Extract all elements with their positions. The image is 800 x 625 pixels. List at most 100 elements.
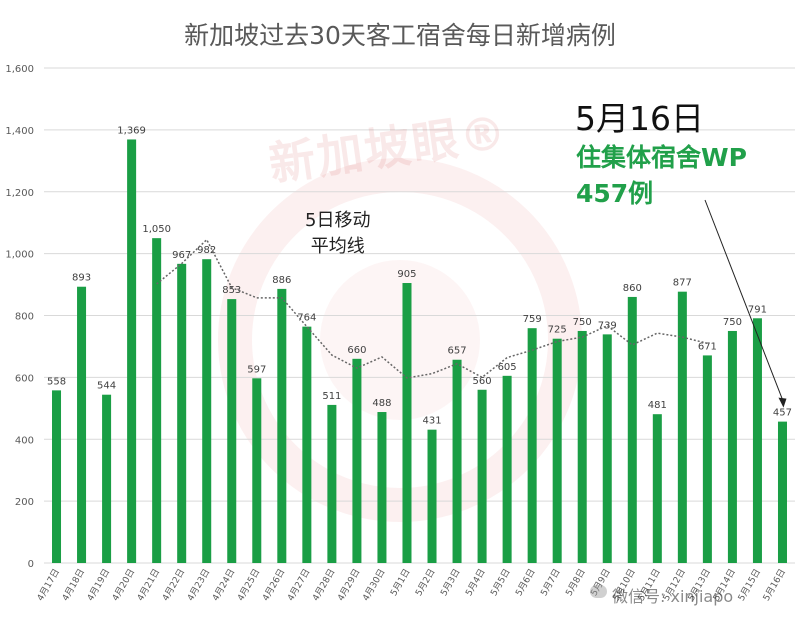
- data-label: 886: [272, 275, 291, 286]
- data-label: 877: [673, 278, 692, 289]
- bar: [677, 291, 687, 563]
- bar: [577, 330, 587, 563]
- x-tick-label: 5月1日: [388, 567, 412, 598]
- data-label: 481: [648, 400, 667, 411]
- x-tick-label: 5月8日: [564, 567, 588, 598]
- y-tick-label: 400: [15, 435, 34, 446]
- y-tick-label: 200: [15, 497, 34, 508]
- data-label: 893: [72, 273, 91, 284]
- x-tick-label: 4月23日: [185, 567, 212, 603]
- bar: [452, 359, 462, 563]
- data-label: 750: [573, 317, 592, 328]
- x-tick-label: 4月29日: [335, 567, 362, 603]
- x-tick-label: 5月3日: [438, 567, 462, 598]
- bar: [402, 283, 412, 563]
- bar: [777, 421, 787, 563]
- data-label: 982: [197, 245, 216, 256]
- data-label: 488: [372, 398, 391, 409]
- bar: [352, 358, 362, 563]
- bar: [702, 355, 712, 563]
- data-label: 905: [397, 269, 416, 280]
- bar: [752, 318, 762, 563]
- bar: [427, 429, 437, 563]
- data-label: 597: [247, 364, 266, 375]
- data-label: 511: [322, 391, 341, 402]
- bar: [52, 390, 62, 563]
- data-label: 660: [347, 345, 366, 356]
- annotation-date: 5月16日: [575, 99, 704, 138]
- data-label: 457: [773, 408, 792, 419]
- annotation-line-1: 住集体宿舍WP: [576, 143, 747, 172]
- annotation-arrowhead: [778, 397, 787, 408]
- x-tick-label: 4月28日: [310, 567, 337, 603]
- x-tick-label: 5月5日: [488, 567, 512, 598]
- moving-average-label: 5日移动平均线: [305, 208, 370, 260]
- annotation-arrow-line: [704, 199, 783, 400]
- data-label: 671: [698, 341, 717, 352]
- x-tick-label: 4月30日: [360, 567, 387, 603]
- x-tick-label: 5月6日: [513, 567, 537, 598]
- bar: [627, 296, 637, 563]
- y-tick-label: 600: [15, 373, 34, 384]
- data-label: 725: [548, 325, 567, 336]
- data-label: 560: [473, 376, 492, 387]
- y-tick-label: 1,600: [5, 64, 34, 75]
- bar: [327, 404, 337, 563]
- bar: [152, 238, 162, 563]
- bar: [77, 286, 87, 563]
- bar: [227, 299, 237, 563]
- data-label: 544: [97, 381, 116, 392]
- x-tick-label: 4月19日: [85, 567, 112, 603]
- y-tick-label: 1,400: [5, 126, 34, 137]
- bar: [277, 288, 287, 563]
- data-label: 558: [47, 376, 66, 387]
- data-label: 791: [748, 304, 767, 315]
- data-label: 739: [598, 320, 617, 331]
- x-tick-label: 4月20日: [110, 567, 137, 603]
- bar: [102, 394, 112, 563]
- x-tick-label: 5月4日: [463, 567, 487, 598]
- x-tick-label: 4月25日: [235, 567, 262, 603]
- data-label: 431: [422, 416, 441, 427]
- moving-average-label-line: 5日移动: [305, 210, 371, 231]
- y-tick-label: 800: [15, 312, 34, 323]
- data-label: 967: [172, 250, 191, 261]
- x-tick-label: 4月27日: [285, 567, 312, 603]
- moving-average-label-line: 平均线: [310, 236, 365, 257]
- data-label: 750: [723, 317, 742, 328]
- wechat-icon: [590, 585, 607, 598]
- bar: [202, 259, 212, 563]
- data-label: 860: [623, 283, 642, 294]
- bar: [727, 330, 737, 563]
- bar: [252, 378, 262, 563]
- x-tick-label: 4月18日: [60, 567, 87, 603]
- bar: [477, 389, 487, 563]
- y-tick-label: 1,000: [5, 250, 34, 261]
- x-tick-label: 4月22日: [160, 567, 187, 603]
- y-tick-label: 1,200: [5, 188, 34, 199]
- bar: [377, 412, 387, 563]
- bar: [652, 414, 662, 563]
- annotation-text: 住集体宿舍WP 457例: [576, 140, 747, 212]
- x-tick-label: 5月7日: [539, 567, 563, 598]
- x-tick-label: 4月24日: [210, 567, 237, 603]
- data-label: 1,050: [142, 224, 171, 235]
- bar: [502, 375, 512, 563]
- x-tick-label: 5月15日: [736, 567, 763, 603]
- bar: [302, 326, 312, 563]
- data-label: 1,369: [117, 125, 146, 136]
- bar: [602, 334, 612, 563]
- data-label: 764: [297, 313, 316, 324]
- bar: [127, 139, 137, 563]
- data-label: 605: [498, 362, 517, 373]
- data-label: 853: [222, 285, 241, 296]
- x-tick-label: 4月26日: [260, 567, 287, 603]
- y-tick-label: 0: [28, 559, 34, 570]
- x-tick-label: 5月16日: [761, 567, 788, 603]
- chart-title: 新加坡过去30天客工宿舍每日新增病例: [184, 21, 616, 50]
- bar: [552, 338, 562, 563]
- annotation-line-2: 457例: [576, 179, 654, 208]
- x-tick-label: 4月21日: [135, 567, 162, 603]
- bar: [177, 263, 187, 563]
